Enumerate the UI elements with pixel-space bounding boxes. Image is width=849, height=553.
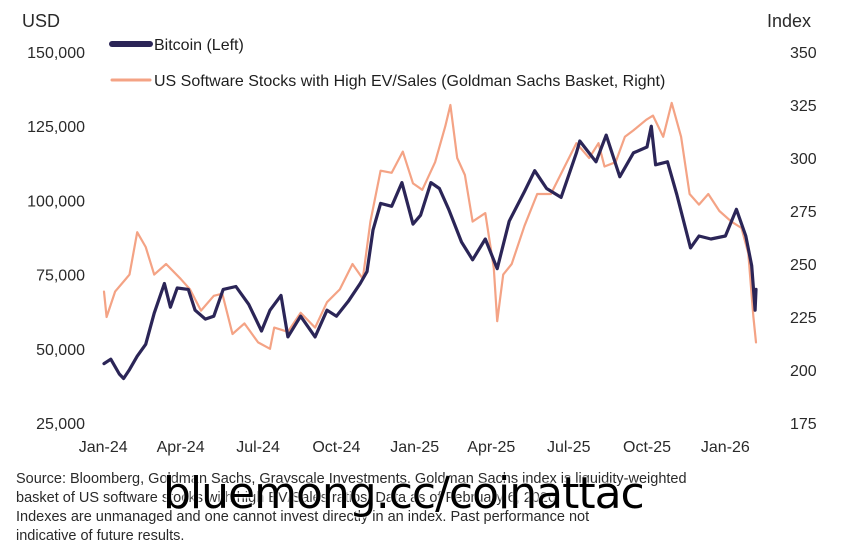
x-tick-label: Apr-24 (157, 439, 205, 456)
x-tick-label: Oct-24 (312, 439, 360, 456)
footnote-line-3: Indexes are unmanaged and one cannot inv… (16, 509, 590, 525)
left-axis-ticks: 150,000 125,000 100,000 75,000 50,000 25,000 (27, 45, 85, 433)
x-tick-label: Oct-25 (623, 439, 671, 456)
x-tick-label: Jan-26 (701, 439, 750, 456)
left-tick-label: 50,000 (36, 342, 85, 359)
bitcoin-series-line (102, 124, 758, 381)
x-axis-ticks: Jan-24 Apr-24 Jul-24 Oct-24 Jan-25 Apr-25 Jul-… (79, 439, 750, 456)
left-tick-label: 150,000 (27, 45, 85, 62)
right-axis-unit: Index (767, 11, 811, 31)
watermark-text: bluemong.cc/coinattac (163, 468, 645, 519)
series-layer (102, 101, 758, 381)
right-tick-label: 350 (790, 45, 817, 62)
right-tick-label: 200 (790, 363, 817, 380)
left-tick-label: 125,000 (27, 119, 85, 136)
footnote-line-1: Source: Bloomberg, Goldman Sachs, Graysc… (16, 471, 687, 487)
right-tick-label: 325 (790, 98, 817, 115)
left-tick-label: 100,000 (27, 193, 85, 210)
x-tick-label: Jul-25 (547, 439, 591, 456)
dual-axis-line-chart: USD Index 150,000 125,000 100,000 75,000 50,… (22, 11, 817, 456)
right-axis-ticks: 350 325 300 275 250 225 200 175 (790, 45, 817, 433)
left-axis-unit: USD (22, 11, 60, 31)
right-tick-label: 275 (790, 204, 817, 221)
left-tick-label: 25,000 (36, 416, 85, 433)
right-tick-label: 225 (790, 310, 817, 327)
chart-area: USD Index 150,000 125,000 100,000 75,000 50,… (22, 11, 817, 456)
x-tick-label: Jul-24 (236, 439, 280, 456)
x-tick-label: Jan-24 (79, 439, 128, 456)
x-tick-label: Apr-25 (467, 439, 515, 456)
software-stocks-series-line (102, 101, 758, 350)
source-footnote: Source: Bloomberg, Goldman Sachs, Graysc… (16, 470, 816, 546)
right-tick-label: 175 (790, 416, 817, 433)
legend-label-bitcoin: Bitcoin (Left) (154, 37, 244, 54)
left-tick-label: 75,000 (36, 268, 85, 285)
footnote-line-2: basket of US software stocks with high E… (16, 490, 561, 506)
x-tick-label: Jan-25 (390, 439, 439, 456)
legend: Bitcoin (Left) US Software Stocks with H… (109, 37, 665, 90)
legend-label-software: US Software Stocks with High EV/Sales (G… (154, 73, 665, 90)
footnote-line-4: indicative of future results. (16, 528, 185, 544)
right-tick-label: 300 (790, 151, 817, 168)
right-tick-label: 250 (790, 257, 817, 274)
